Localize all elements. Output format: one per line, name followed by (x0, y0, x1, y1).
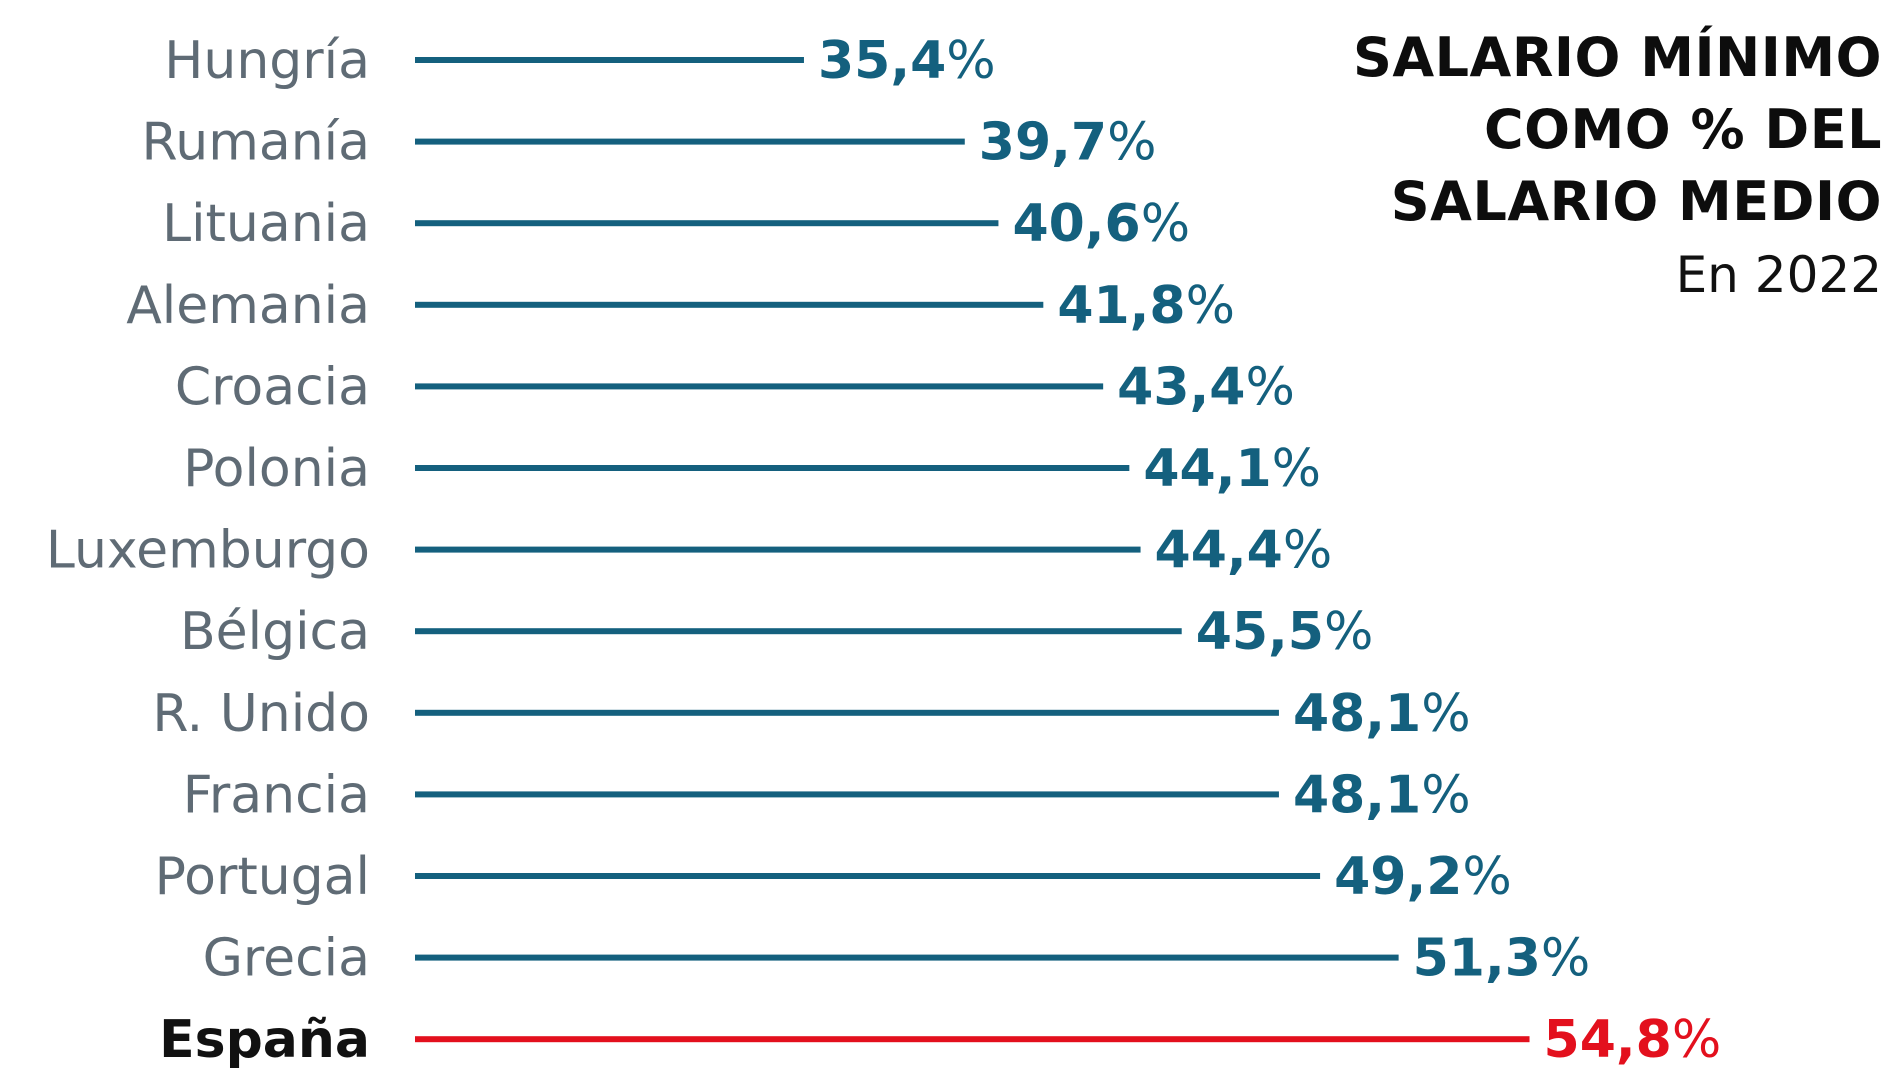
value-label-grecia: 51,3% (1413, 929, 1591, 989)
value-percent-sign: % (1245, 357, 1294, 417)
category-label-francia: Francia (183, 765, 370, 825)
value-number-croacia: 43,4 (1117, 357, 1245, 417)
value-number-portugal: 49,2 (1334, 847, 1462, 907)
value-number-rumania: 39,7 (979, 113, 1107, 173)
category-label-r-unido: R. Unido (152, 684, 370, 744)
category-label-espana: España (159, 1010, 370, 1069)
value-label-r-unido: 48,1% (1293, 684, 1471, 744)
value-label-lituania: 40,6% (1012, 194, 1190, 254)
value-label-croacia: 43,4% (1117, 357, 1295, 417)
category-label-polonia: Polonia (183, 439, 370, 499)
value-percent-sign: % (1141, 194, 1190, 254)
value-number-alemania: 41,8 (1057, 276, 1185, 336)
bar-grecia (415, 954, 1399, 961)
value-percent-sign: % (1421, 765, 1470, 825)
value-number-francia: 48,1 (1293, 765, 1421, 825)
category-label-alemania: Alemania (126, 276, 370, 336)
bar-portugal (415, 873, 1321, 879)
value-number-lituania: 40,6 (1012, 194, 1140, 254)
category-label-portugal: Portugal (155, 847, 370, 907)
bar-luxemburgo (415, 546, 1141, 553)
value-percent-sign: % (1272, 439, 1321, 499)
bar-lituania (415, 220, 999, 227)
value-label-belgica: 45,5% (1196, 602, 1374, 662)
value-number-grecia: 51,3 (1413, 929, 1541, 989)
value-number-espana: 54,8 (1544, 1010, 1672, 1069)
category-label-rumania: Rumanía (141, 113, 370, 173)
value-percent-sign: % (1462, 847, 1511, 907)
value-label-francia: 48,1% (1293, 765, 1471, 825)
value-number-polonia: 44,1 (1143, 439, 1271, 499)
value-percent-sign: % (1186, 276, 1235, 336)
chart-subtitle: En 2022 (1675, 246, 1882, 304)
value-percent-sign: % (1107, 113, 1156, 173)
category-label-luxemburgo: Luxemburgo (46, 521, 370, 581)
value-number-luxemburgo: 44,4 (1155, 521, 1283, 581)
bar-belgica (415, 628, 1182, 635)
value-percent-sign: % (1541, 929, 1590, 989)
bar-alemania (415, 301, 1044, 308)
value-percent-sign: % (1672, 1010, 1721, 1069)
bar-r-unido (415, 709, 1279, 716)
category-label-belgica: Bélgica (180, 602, 370, 662)
value-percent-sign: % (1421, 684, 1470, 744)
value-label-luxemburgo: 44,4% (1155, 521, 1333, 581)
value-label-espana: 54,8% (1544, 1010, 1722, 1069)
value-percent-sign: % (1324, 602, 1373, 662)
value-percent-sign: % (946, 31, 995, 91)
chart-title-line-1: SALARIO MÍNIMO (1352, 26, 1882, 89)
chart-title-block: SALARIO MÍNIMO COMO % DEL SALARIO MEDIO … (1353, 22, 1882, 312)
category-label-grecia: Grecia (203, 929, 370, 989)
chart-title-line-3: SALARIO MEDIO (1390, 170, 1882, 233)
category-label-lituania: Lituania (162, 194, 370, 254)
value-number-r-unido: 48,1 (1293, 684, 1421, 744)
chart-title-line-2: COMO % DEL (1483, 98, 1882, 161)
value-number-belgica: 45,5 (1196, 602, 1324, 662)
category-label-hungria: Hungría (164, 31, 370, 91)
bar-rumania (415, 138, 965, 145)
bar-polonia (415, 465, 1130, 471)
value-percent-sign: % (1283, 521, 1332, 581)
bar-croacia (415, 383, 1104, 390)
value-label-polonia: 44,1% (1143, 439, 1321, 499)
value-label-rumania: 39,7% (979, 113, 1157, 173)
bar-francia (415, 791, 1279, 798)
value-label-portugal: 49,2% (1334, 847, 1512, 907)
bar-hungria (415, 57, 804, 63)
category-label-croacia: Croacia (175, 357, 370, 417)
value-label-alemania: 41,8% (1057, 276, 1235, 336)
value-label-hungria: 35,4% (818, 31, 996, 91)
value-number-hungria: 35,4 (818, 31, 946, 91)
bar-espana (415, 1036, 1530, 1043)
